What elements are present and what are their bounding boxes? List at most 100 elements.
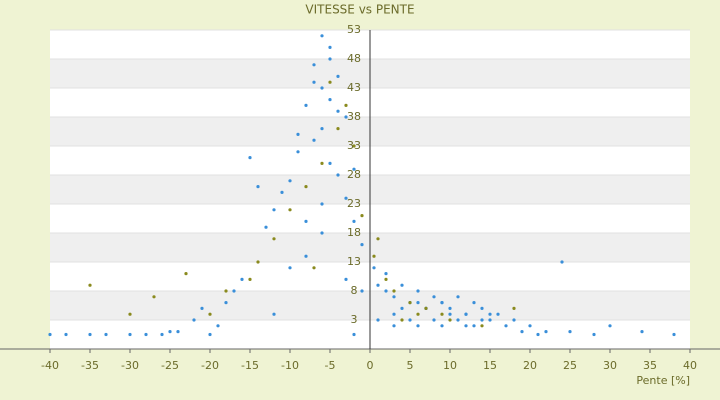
point	[416, 312, 420, 316]
x-tick-label: -40	[41, 359, 59, 372]
x-tick-label: -20	[201, 359, 219, 372]
x-tick-label: 0	[367, 359, 374, 372]
point	[248, 156, 252, 160]
point	[504, 324, 508, 328]
point	[432, 318, 436, 322]
point	[272, 208, 276, 212]
x-tick-label: 5	[407, 359, 414, 372]
x-tick-label: 25	[563, 359, 577, 372]
y-tick-label: 43	[347, 81, 361, 94]
point	[448, 318, 452, 322]
y-tick-label: 28	[347, 168, 361, 181]
point	[472, 301, 476, 305]
point	[372, 254, 376, 258]
point	[128, 332, 132, 337]
point	[464, 312, 468, 316]
point	[672, 332, 676, 337]
point	[544, 330, 548, 334]
point	[440, 312, 444, 316]
x-axis-label: Pente [%]	[636, 374, 690, 387]
x-tick-label: 35	[643, 359, 657, 372]
x-tick-label: -10	[281, 359, 299, 372]
y-tick-label: 48	[347, 52, 361, 65]
point	[320, 86, 324, 90]
point	[372, 266, 376, 270]
point	[448, 306, 452, 310]
point	[88, 332, 92, 337]
x-tick-label: -35	[81, 359, 99, 372]
point	[184, 272, 188, 276]
point	[256, 185, 260, 189]
point	[376, 318, 380, 322]
point	[312, 138, 316, 142]
point	[248, 277, 252, 281]
point	[344, 103, 348, 107]
point	[264, 225, 268, 229]
point	[360, 289, 364, 293]
point	[320, 127, 324, 131]
chart-title: VITESSE vs PENTE	[305, 3, 414, 17]
point	[384, 272, 388, 276]
point	[200, 306, 204, 310]
point	[352, 332, 356, 337]
point	[152, 295, 156, 299]
x-tick-label: 40	[683, 359, 697, 372]
point	[416, 324, 420, 328]
point	[128, 312, 132, 316]
point	[480, 324, 484, 328]
point	[480, 306, 484, 310]
point	[328, 161, 332, 165]
point	[344, 277, 348, 281]
point	[176, 330, 180, 334]
point	[488, 312, 492, 316]
point	[224, 289, 228, 293]
point	[360, 243, 364, 247]
point	[64, 332, 68, 337]
y-tick-label: 38	[347, 110, 361, 123]
point	[48, 332, 52, 337]
y-tick-label: 18	[347, 226, 361, 239]
point	[240, 277, 244, 281]
point	[272, 312, 276, 316]
point	[160, 332, 164, 337]
point	[512, 318, 516, 322]
x-tick-label: -5	[325, 359, 336, 372]
point	[304, 103, 308, 107]
point	[440, 324, 444, 328]
point	[336, 109, 340, 113]
y-tick-label: 13	[347, 255, 361, 268]
point	[336, 74, 340, 78]
y-tick-label: 23	[347, 197, 361, 210]
point	[464, 324, 468, 328]
point	[496, 312, 500, 316]
point	[288, 208, 292, 212]
point	[400, 283, 404, 287]
point	[288, 266, 292, 270]
point	[608, 324, 612, 328]
point	[400, 306, 404, 310]
x-tick-label: 10	[443, 359, 457, 372]
point	[328, 80, 332, 84]
point	[208, 332, 212, 337]
point	[640, 330, 644, 334]
point	[568, 330, 572, 334]
point	[384, 289, 388, 293]
point	[216, 324, 220, 328]
point	[336, 127, 340, 131]
point	[232, 289, 236, 293]
x-tick-label: -15	[241, 359, 259, 372]
point	[416, 301, 420, 305]
point	[456, 295, 460, 299]
point	[328, 45, 332, 50]
point	[360, 214, 364, 218]
point	[520, 330, 524, 334]
point	[408, 301, 412, 305]
point	[560, 260, 564, 264]
point	[352, 144, 356, 148]
point	[312, 80, 316, 84]
point	[536, 332, 540, 337]
point	[272, 237, 276, 241]
y-tick-label: 8	[351, 284, 358, 297]
point	[328, 98, 332, 102]
